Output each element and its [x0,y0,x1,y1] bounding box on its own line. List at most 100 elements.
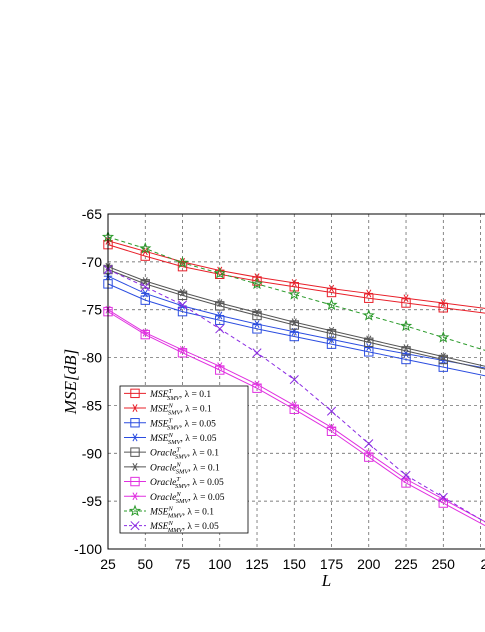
data-point [215,311,224,320]
legend-entry: OracleN SMV, λ = 0.05 [124,491,225,505]
x-tick-label: 25 [100,556,116,572]
series-9 [101,230,485,351]
data-point [364,449,373,458]
legend-entry: OracleT SMV, λ = 0.05 [124,476,224,490]
data-point [364,337,374,347]
y-axis-label: MSE[dB] [61,349,80,415]
data-point [362,309,375,321]
data-point [178,346,187,354]
data-point [178,288,187,297]
legend-marker [130,521,140,531]
legend-label: OracleN SMV, λ = 0.05 [150,491,225,505]
data-point [178,257,187,266]
data-point [252,320,262,328]
data-point [401,294,411,303]
y-tick-label: -100 [74,541,102,557]
data-point [401,344,411,352]
legend-label: OracleT SMV, λ = 0.05 [150,476,224,490]
data-point [177,290,188,301]
legend-label: MSEN MMV, λ = 0.05 [149,520,219,534]
legend-entry: MSET SMV, λ = 0.05 [124,417,216,431]
x-tick-label: 175 [320,556,344,572]
data-point [288,287,301,300]
series-line [107,244,485,314]
series-line [107,236,485,351]
data-point [326,406,337,416]
x-tick-label: 50 [137,556,153,572]
data-point [364,439,374,449]
data-point [289,375,299,385]
data-point [177,306,188,317]
data-point [439,299,448,307]
data-point [215,301,225,311]
data-point [439,495,448,504]
legend-entry: OracleN SMV, λ = 0.1 [124,461,220,475]
legend-marker [130,404,140,412]
legend-marker [130,462,140,471]
series-layer [101,230,485,527]
y-tick-label: -75 [82,302,102,318]
data-point [140,295,150,305]
series-5 [103,264,485,370]
data-point [437,331,450,343]
data-point [290,401,299,410]
data-point [215,266,224,275]
data-point [364,289,373,298]
data-point [215,362,224,371]
data-point [364,335,373,344]
legend-entry: MSET SMV, λ = 0.1 [124,388,211,402]
data-point [140,279,150,289]
legend-entry: MSEN MMV, λ = 0.1 [124,504,214,519]
legend-marker [130,418,140,428]
x-tick-label: 150 [283,556,307,572]
legend-entry: MSEN MMV, λ = 0.05 [124,520,219,534]
x-axis-label: L [321,571,331,590]
data-point [177,348,188,358]
data-point [401,470,411,480]
legend-marker [130,492,140,501]
x-tick-label: 75 [175,556,191,572]
data-point [438,354,448,365]
data-point [327,335,336,344]
x-tick-label: 100 [208,556,232,572]
legend-box [119,385,249,534]
data-point [252,273,262,282]
data-point [327,423,336,432]
legend-marker [130,388,140,399]
legend-entry: MSEN SMV, λ = 0.05 [124,432,217,446]
data-point [252,380,262,389]
legend-marker [130,476,140,487]
legend-label: MSEN MMV, λ = 0.1 [149,505,214,519]
series-3 [103,279,485,377]
data-point [439,352,448,361]
legend-marker [130,433,140,442]
data-point [401,346,411,356]
data-point [290,279,299,287]
data-point [252,348,262,358]
tick-layer: 25 50 75 100 125 150 175 200 225 250 2 -65 -70 -75 -80… [74,206,485,572]
y-tick-label: -90 [82,445,102,461]
x-tick-label: 225 [394,556,418,572]
data-point [290,318,299,327]
series-10 [103,264,485,523]
data-point [250,277,264,290]
x-tick-label: 125 [245,556,269,572]
data-point [289,320,299,330]
x-tick-label: 200 [357,556,381,572]
data-point [327,326,336,335]
x-tick-label: 2 [481,556,485,572]
legend-label: MSEN SMV, λ = 0.1 [149,403,212,417]
series-line [107,266,485,367]
x-tick-label: 250 [432,556,456,572]
data-point [177,300,188,310]
y-tick-label: -95 [82,493,102,509]
data-point [141,277,150,285]
data-point [176,256,189,269]
data-point [139,242,152,254]
legend-label: MSEN SMV, λ = 0.05 [149,432,217,446]
data-point [141,328,150,337]
y-tick-label: -70 [82,254,102,270]
